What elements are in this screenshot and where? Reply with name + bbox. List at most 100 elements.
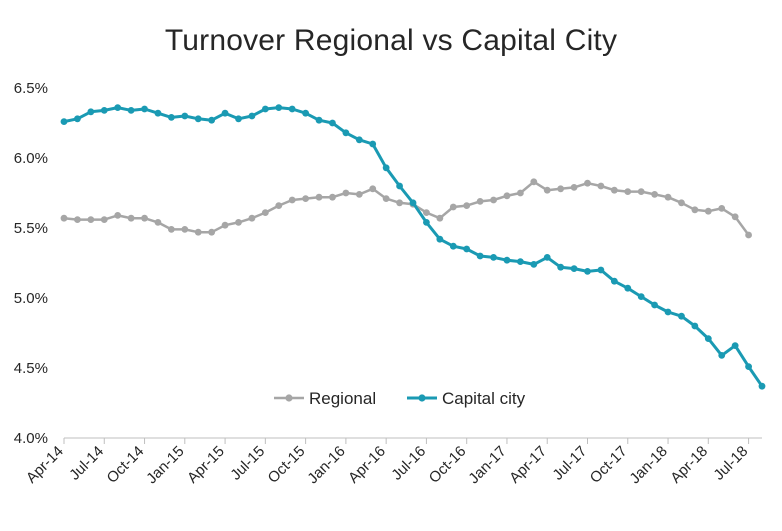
data-point <box>423 209 430 217</box>
data-point <box>678 312 685 320</box>
data-point <box>530 178 538 186</box>
data-point <box>141 214 148 222</box>
data-point <box>87 216 95 224</box>
data-point <box>288 196 296 204</box>
data-point <box>342 129 350 137</box>
data-point <box>664 193 672 201</box>
data-point <box>194 228 202 236</box>
x-tick-label: Oct-16 <box>426 443 470 487</box>
data-point <box>664 308 672 316</box>
data-point <box>167 114 175 121</box>
data-point <box>315 193 323 201</box>
x-tick-label: Jul-17 <box>549 443 590 484</box>
data-point <box>396 199 403 207</box>
data-point <box>342 189 350 197</box>
data-point <box>610 277 618 285</box>
y-tick-label: 6.0% <box>14 150 48 167</box>
data-point <box>60 214 68 222</box>
data-point <box>127 214 135 222</box>
data-point <box>718 205 726 212</box>
data-point <box>745 363 752 370</box>
data-point <box>423 219 430 226</box>
data-point <box>261 105 269 113</box>
data-point <box>570 265 578 272</box>
series-line-regional <box>62 180 750 237</box>
data-point <box>449 203 457 211</box>
data-point <box>570 184 578 191</box>
legend-marker <box>418 394 426 402</box>
data-point <box>382 195 390 203</box>
data-point <box>288 105 296 113</box>
data-point <box>449 242 457 250</box>
data-point <box>74 115 81 123</box>
data-point <box>704 335 712 342</box>
x-tick-label: Jan-17 <box>465 443 509 487</box>
series-line-capital-city <box>62 106 764 388</box>
data-point <box>100 216 108 224</box>
data-point <box>275 202 283 210</box>
x-tick-label: Jan-18 <box>626 443 670 487</box>
x-tick-label: Oct-15 <box>265 443 309 487</box>
data-point <box>275 104 283 111</box>
x-tick-label: Apr-14 <box>23 443 67 487</box>
data-point <box>731 213 739 221</box>
data-point <box>315 116 323 124</box>
data-point <box>355 136 363 144</box>
data-point <box>530 261 538 268</box>
data-point <box>248 214 256 222</box>
y-tick-label: 5.5% <box>14 220 48 237</box>
data-point <box>704 207 712 215</box>
data-point <box>516 258 524 265</box>
legend-label: Capital city <box>442 389 526 408</box>
data-point <box>154 219 162 226</box>
data-point <box>194 115 202 123</box>
data-point <box>490 254 497 261</box>
x-tick-label: Jul-18 <box>710 443 751 484</box>
data-point <box>235 219 242 226</box>
data-point <box>369 140 377 148</box>
x-tick-label: Apr-16 <box>345 443 389 487</box>
data-point <box>543 186 551 194</box>
x-tick-label: Oct-17 <box>587 443 631 487</box>
data-point <box>436 235 444 243</box>
data-point <box>181 226 189 233</box>
data-point <box>543 254 551 261</box>
x-tick-label: Jul-16 <box>388 443 429 484</box>
data-point <box>557 185 565 193</box>
data-point <box>758 382 766 390</box>
x-tick-label: Apr-17 <box>506 443 550 487</box>
data-point <box>691 206 699 214</box>
y-tick-label: 4.5% <box>14 360 48 377</box>
data-point <box>248 112 256 120</box>
x-tick-label: Jan-16 <box>304 443 348 487</box>
data-point <box>490 196 497 204</box>
data-point <box>329 193 336 201</box>
data-point <box>100 107 108 114</box>
y-tick-label: 4.0% <box>14 430 48 447</box>
data-point <box>141 105 148 113</box>
data-point <box>584 179 591 187</box>
data-point <box>208 228 216 236</box>
data-point <box>557 263 565 271</box>
data-point <box>409 199 417 207</box>
data-point <box>624 188 632 196</box>
data-point <box>436 214 444 222</box>
data-point <box>181 112 189 120</box>
data-point <box>463 245 471 253</box>
data-point <box>382 164 390 172</box>
data-point <box>329 119 336 127</box>
data-point <box>476 198 484 205</box>
data-point <box>167 226 175 233</box>
x-tick-label: Jul-14 <box>66 443 107 484</box>
data-point <box>60 118 68 125</box>
data-point <box>87 108 95 116</box>
data-point <box>127 107 135 114</box>
data-point <box>731 342 739 349</box>
data-point <box>718 352 726 359</box>
data-point <box>302 109 310 117</box>
data-point <box>637 293 645 300</box>
data-point <box>114 104 122 111</box>
data-point <box>355 191 363 198</box>
data-point <box>651 191 659 198</box>
